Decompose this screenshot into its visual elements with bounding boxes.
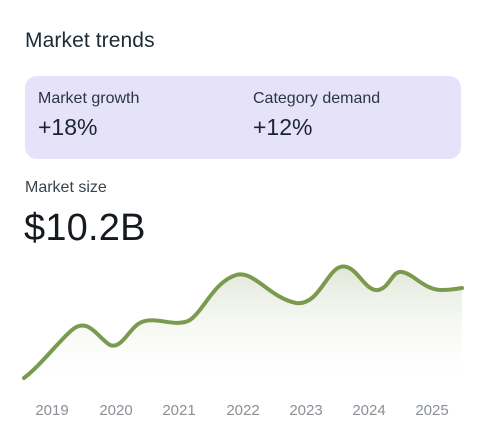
category-demand-label: Category demand	[253, 90, 381, 107]
chart-trend-line	[22, 264, 464, 380]
chart-area-fill	[24, 266, 462, 390]
x-tick-label: 2021	[162, 402, 195, 419]
market-size-label: Market size	[25, 179, 107, 196]
card-title: Market trends	[25, 29, 155, 52]
category-demand-metric: Category demand +12%	[253, 90, 380, 141]
x-tick-label: 2022	[226, 402, 259, 419]
x-tick-label: 2025	[415, 402, 448, 419]
category-demand-value: +12%	[253, 114, 313, 140]
x-tick-label: 2024	[352, 402, 385, 419]
market-growth-value: +18%	[38, 114, 98, 140]
x-tick-label: 2020	[99, 402, 132, 419]
market-growth-label: Market growth	[38, 90, 140, 107]
metrics-summary: Market growth +18% Category demand +12%	[25, 76, 461, 159]
x-tick-label: 2023	[289, 402, 322, 419]
x-tick-label: 2019	[35, 402, 68, 419]
market-growth-metric: Market growth +18%	[38, 90, 139, 141]
market-size-value: $10.2B	[24, 207, 146, 249]
